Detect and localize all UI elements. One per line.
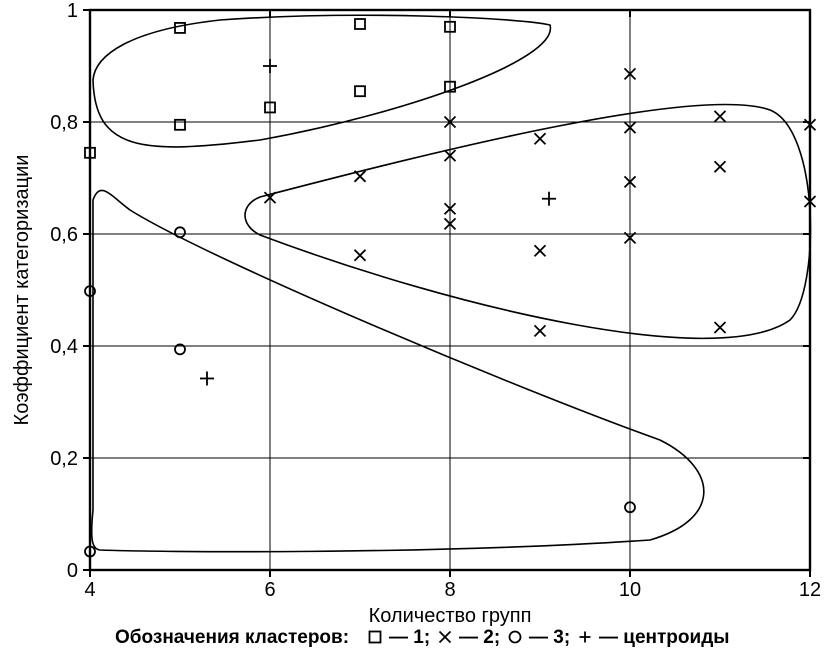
ytick-label: 0,2	[50, 448, 78, 470]
ytick-label: 0,6	[50, 224, 78, 246]
legend-prefix: Обозначения кластеров:	[115, 627, 349, 648]
chart-container: 4 6 8 10 12 0 0,2 0,4 0,6 0,8 1 Количество групп Коэ…	[0, 0, 825, 650]
xtick-label: 8	[444, 579, 455, 601]
legend-item-label: — 2;	[459, 627, 500, 648]
xtick-label: 6	[264, 579, 275, 601]
ytick-label: 0,4	[50, 336, 78, 358]
legend: Обозначения кластеров: — 1; — 2; — 3; — цент…	[115, 627, 730, 648]
legend-item-label: — 1;	[389, 627, 430, 648]
chart-svg: 4 6 8 10 12 0 0,2 0,4 0,6 0,8 1 Количество групп Коэ…	[0, 0, 825, 650]
ytick-label: 0,8	[50, 112, 78, 134]
ytick-label: 1	[67, 0, 78, 22]
legend-item-label: — центроиды	[599, 627, 730, 648]
y-axis-label: Коэффициент категоризации	[11, 155, 33, 426]
xtick-label: 12	[799, 579, 821, 601]
legend-item-label: — 3;	[529, 627, 570, 648]
ytick-label: 0	[67, 560, 78, 582]
xtick-label: 10	[619, 579, 641, 601]
xtick-label: 4	[84, 579, 95, 601]
x-axis-label: Количество групп	[369, 605, 532, 627]
